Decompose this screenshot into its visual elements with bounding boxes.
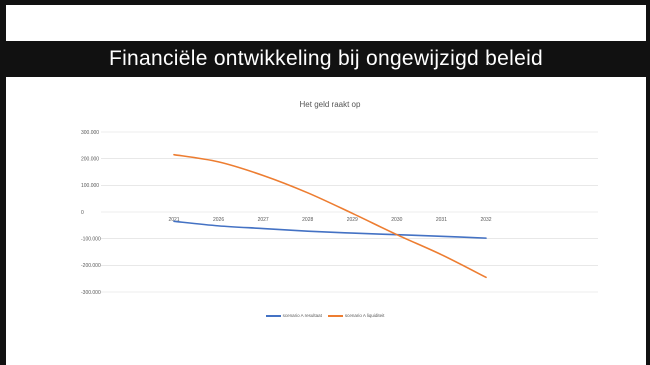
- legend-swatch-resultaat: [265, 314, 281, 317]
- x-tick-label: 2032: [480, 217, 491, 223]
- title-bar: Financiële ontwikkeling bij ongewijzigd …: [6, 41, 646, 77]
- y-tick-label: 300.000: [81, 130, 99, 136]
- x-tick-label: 2029: [347, 217, 358, 223]
- slide-frame-top: [0, 0, 650, 5]
- slide-frame-left: [0, 0, 6, 365]
- series-line-resultaat: [173, 220, 487, 239]
- x-axis-tick-labels: 2021 2026 2027 2028 2029 2030 2031 2032: [168, 217, 491, 223]
- x-tick-label: 2027: [258, 217, 269, 223]
- series-line-liquiditeit: [173, 153, 487, 279]
- x-tick-label: 2030: [391, 217, 402, 223]
- y-tick-label: 200.000: [81, 156, 99, 162]
- legend-item-resultaat: scenario A resultaat: [265, 313, 322, 318]
- slide-title: Financiële ontwikkeling bij ongewijzigd …: [108, 47, 544, 70]
- x-tick-label: 2021: [168, 217, 179, 223]
- y-tick-label: 0: [81, 210, 84, 216]
- y-tick-label: -200.000: [81, 263, 101, 269]
- x-tick-label: 2031: [436, 217, 447, 223]
- y-tick-label: -100.000: [81, 236, 101, 242]
- legend-swatch-liquiditeit: [327, 314, 343, 317]
- y-axis-tick-labels: 300.000 200.000 100.000 0 -100.000 -200.000 -3…: [81, 130, 101, 296]
- series-lines: [173, 153, 487, 279]
- slide-frame-right: [646, 0, 650, 365]
- legend-label-liquiditeit: scenario A liquiditeit: [344, 313, 385, 318]
- chart-title: Het geld raakt op: [299, 100, 361, 109]
- legend-item-liquiditeit: scenario A liquiditeit: [327, 313, 385, 318]
- x-tick-label: 2026: [213, 217, 224, 223]
- legend: scenario A resultaat scenario A liquidit…: [0, 313, 650, 318]
- y-tick-label: -300.000: [81, 290, 101, 296]
- y-tick-label: 100.000: [81, 183, 99, 189]
- gridlines: [101, 131, 598, 293]
- legend-label-resultaat: scenario A resultaat: [282, 313, 322, 318]
- x-tick-label: 2028: [302, 217, 313, 223]
